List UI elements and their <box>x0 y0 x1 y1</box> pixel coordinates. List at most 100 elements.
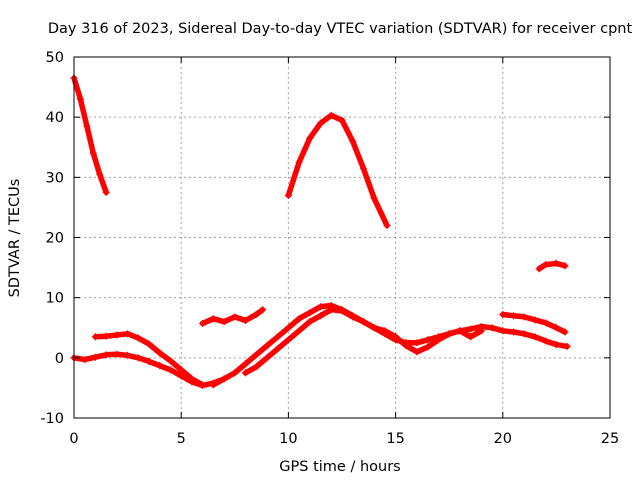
data-point <box>102 188 110 196</box>
data-point <box>317 119 325 127</box>
y-tick-label: 50 <box>46 50 64 66</box>
series-arc-7 <box>209 301 400 389</box>
data-point <box>242 369 250 377</box>
series-band <box>71 75 109 196</box>
x-tick-label: 25 <box>601 431 619 447</box>
data-point <box>274 333 282 341</box>
data-point <box>413 348 421 356</box>
data-point <box>456 327 464 335</box>
data-point <box>274 345 282 353</box>
data-point <box>531 316 539 324</box>
data-point <box>467 325 475 333</box>
data-point <box>124 351 132 359</box>
y-tick-label: 40 <box>46 110 64 126</box>
data-point <box>284 324 292 332</box>
data-point <box>242 317 250 325</box>
x-tick-label: 5 <box>177 431 186 447</box>
data-point <box>306 318 314 326</box>
x-tick-label: 20 <box>494 431 512 447</box>
data-point <box>231 369 239 377</box>
data-point <box>166 366 174 374</box>
data-point <box>209 381 217 389</box>
data-point <box>252 311 260 319</box>
series-band <box>536 260 568 272</box>
data-point <box>89 149 97 157</box>
data-point <box>561 328 569 336</box>
data-point <box>284 336 292 344</box>
data-point <box>520 330 528 338</box>
data-point <box>145 340 153 348</box>
data-point <box>542 261 550 269</box>
y-tick-label: 30 <box>46 170 64 186</box>
data-point <box>199 320 207 328</box>
data-point <box>177 366 185 374</box>
data-point <box>381 330 389 338</box>
data-point <box>188 375 196 383</box>
data-point <box>166 357 174 365</box>
data-point <box>145 357 153 365</box>
data-point <box>402 342 410 350</box>
data-point <box>295 327 303 335</box>
data-point <box>199 381 207 389</box>
data-point <box>306 134 314 142</box>
data-point <box>102 351 110 359</box>
data-point <box>134 334 142 342</box>
series-arc-3 <box>535 259 569 273</box>
data-point <box>263 354 271 362</box>
y-axis-label: SDTVAR / TECUs <box>7 179 23 298</box>
data-point <box>349 137 357 145</box>
data-point <box>113 331 121 339</box>
data-point <box>76 95 84 103</box>
data-point <box>520 313 528 321</box>
data-point <box>552 324 560 332</box>
data-point <box>349 313 357 321</box>
grid-lines <box>74 57 610 418</box>
series-arc-2 <box>284 111 391 229</box>
data-point <box>177 372 185 380</box>
data-series <box>70 74 571 390</box>
data-point <box>252 351 260 359</box>
data-point <box>552 341 560 349</box>
series-arc-1 <box>70 74 110 196</box>
data-point <box>542 337 550 345</box>
series-arc-10 <box>499 311 569 336</box>
data-point <box>413 339 421 347</box>
data-point <box>156 362 164 370</box>
data-point <box>242 360 250 368</box>
data-point <box>424 336 432 344</box>
data-point <box>488 324 496 332</box>
series-arc-5 <box>91 330 207 389</box>
data-point <box>552 259 560 267</box>
data-point <box>96 170 104 178</box>
data-point <box>91 353 99 361</box>
data-point <box>563 342 571 350</box>
data-point <box>220 318 228 326</box>
data-point <box>542 319 550 327</box>
series-band <box>285 112 390 229</box>
x-tick-label: 0 <box>69 431 78 447</box>
data-point <box>209 315 217 323</box>
data-point <box>263 342 271 350</box>
y-tick-label: 20 <box>46 231 64 247</box>
data-point <box>499 311 507 319</box>
data-point <box>327 111 335 119</box>
data-point <box>327 306 335 314</box>
data-point <box>317 312 325 320</box>
data-point <box>91 333 99 341</box>
data-point <box>359 164 367 172</box>
series-arc-9 <box>392 327 485 356</box>
data-point <box>113 350 121 358</box>
data-point <box>306 309 314 317</box>
data-point <box>83 122 91 130</box>
chart-title: Day 316 of 2023, Sidereal Day-to-day VTE… <box>48 21 633 37</box>
series-arc-6 <box>199 306 267 328</box>
data-point <box>156 349 164 357</box>
data-point <box>477 327 485 335</box>
data-point <box>370 194 378 202</box>
data-point <box>510 328 518 336</box>
data-point <box>134 354 142 362</box>
y-tick-label: 10 <box>46 291 64 307</box>
data-point <box>295 158 303 166</box>
data-point <box>535 265 543 273</box>
data-point <box>510 312 518 320</box>
